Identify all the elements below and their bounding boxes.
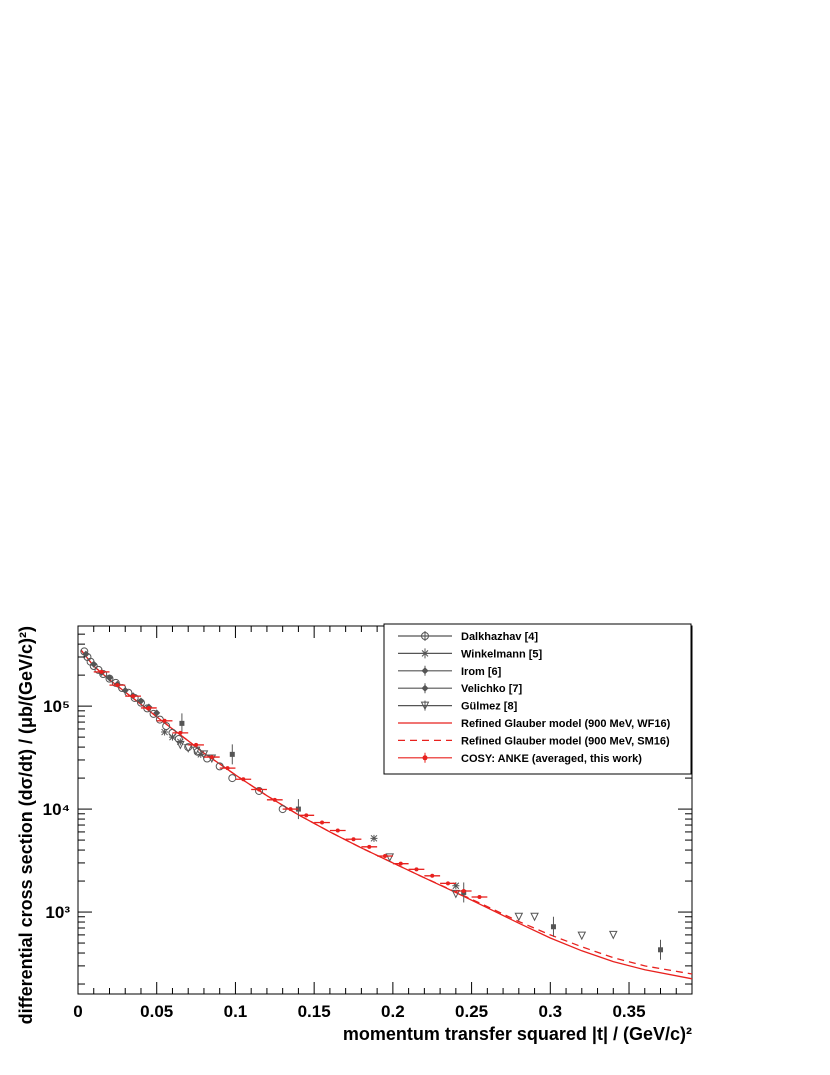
y-axis-title: differential cross section (dσ/dt) / (μb… [16, 626, 36, 1024]
series-0-point [228, 774, 237, 783]
series-7-point [335, 828, 340, 833]
series-7-point [194, 742, 199, 747]
series-7-point [178, 730, 183, 735]
series-7-point [398, 861, 403, 866]
x-tick-label: 0.3 [538, 1002, 562, 1021]
x-axis-title: momentum transfer squared |t| / (GeV/c)² [343, 1024, 692, 1044]
x-tick-label: 0.2 [381, 1002, 405, 1021]
x-tick-label: 0.35 [612, 1002, 645, 1021]
legend-label: Refined Glauber model (900 MeV, WF16) [461, 718, 671, 730]
series-7-point [131, 694, 136, 699]
series-7-point [304, 813, 309, 818]
x-tick-label: 0 [73, 1002, 82, 1021]
series-7-point [241, 777, 246, 782]
series-4-point [530, 912, 539, 922]
series-7-point [209, 755, 214, 760]
series-3-point [137, 697, 145, 705]
legend-marker [421, 667, 429, 675]
series-2-point [229, 751, 235, 757]
series-4-point [385, 853, 395, 862]
series-7-point [445, 881, 450, 886]
series-4-point [199, 750, 209, 759]
series-7-point [99, 669, 104, 674]
legend-label: Velichko [7] [461, 683, 522, 695]
legend-marker [420, 701, 430, 711]
series-0-point [184, 743, 193, 752]
series-0-point [255, 786, 264, 795]
series-7-point [225, 766, 230, 771]
legend-label: Winkelmann [5] [461, 648, 543, 660]
y-tick-label: 10³ [45, 903, 70, 922]
series-7-point [272, 797, 277, 802]
series-2-point [658, 947, 664, 953]
series-7-point [320, 820, 325, 825]
series-7-point [477, 895, 482, 900]
legend-label: COSY: ANKE (averaged, this work) [461, 753, 642, 765]
series-4-point [183, 744, 193, 753]
series-7-point [288, 807, 293, 812]
legend-marker [421, 632, 429, 640]
legend-marker [422, 755, 428, 761]
series-7-point [146, 705, 151, 710]
series-7-point [367, 844, 372, 849]
x-tick-label: 0.25 [455, 1002, 488, 1021]
y-tick-label: 10⁴ [43, 800, 70, 819]
series-7-point [351, 837, 356, 842]
series-7-point [115, 683, 120, 688]
legend-label: Refined Glauber model (900 MeV, SM16) [461, 735, 670, 747]
series-3-point [90, 660, 98, 668]
series-1-point [370, 834, 378, 842]
legend-marker [421, 684, 429, 692]
series-1-point [161, 728, 169, 736]
series-7-point [414, 867, 419, 872]
series-2-point [179, 720, 185, 726]
series-0-point [215, 762, 224, 771]
series-1-point [168, 733, 176, 741]
series-4-point [514, 912, 524, 922]
y-tick-label: 10⁵ [43, 697, 70, 716]
x-tick-label: 0.15 [298, 1002, 331, 1021]
series-4-point [176, 740, 185, 750]
legend-label: Dalkhazhav [4] [461, 631, 538, 643]
legend-box [383, 623, 692, 775]
series-7-point [162, 718, 167, 723]
series-3-point [121, 686, 129, 694]
series-3-point [153, 709, 161, 717]
legend-label: Irom [6] [461, 666, 502, 678]
legend-marker [421, 649, 429, 657]
series-4-point [577, 931, 587, 941]
series-1-point [197, 750, 205, 758]
series-7-point [461, 889, 466, 894]
series-0-point [174, 734, 183, 743]
series-6-curve [80, 649, 693, 975]
series-3-point [105, 674, 113, 682]
series-0-point [162, 722, 171, 731]
series-7-point [383, 854, 387, 859]
series-4-point [191, 746, 201, 756]
x-tick-label: 0.1 [224, 1002, 248, 1021]
series-4-point [207, 754, 217, 764]
x-tick-label: 0.05 [140, 1002, 173, 1021]
series-4-point [608, 930, 618, 940]
series-3-point [82, 650, 90, 658]
legend-label: Gülmez [8] [461, 701, 518, 713]
series-7-point [430, 873, 435, 878]
series-2-point [550, 924, 556, 930]
series-1-point [452, 882, 460, 890]
series-7-point [257, 787, 262, 792]
